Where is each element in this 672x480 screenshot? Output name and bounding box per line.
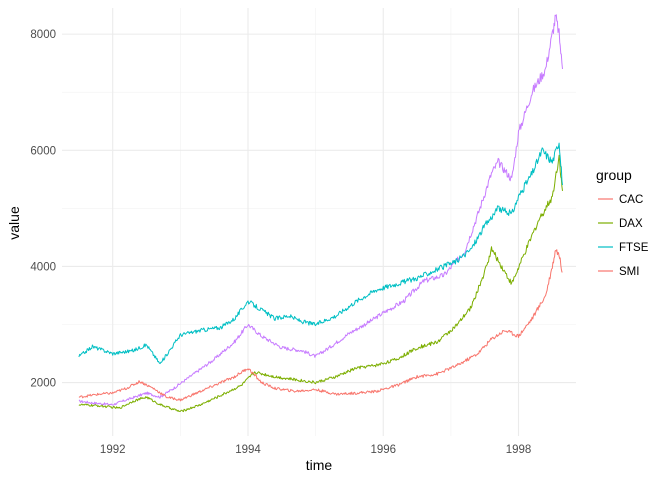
legend: group CAC DAX FTSE SMI [596, 167, 649, 278]
y-tick-label: 8000 [30, 29, 56, 41]
series-line [78, 154, 563, 413]
y-axis-tick-labels: 2000 4000 6000 8000 [30, 29, 56, 389]
legend-label: DAX [619, 218, 643, 230]
x-axis-title: time [306, 457, 333, 473]
series-lines [78, 14, 563, 413]
legend-label: FTSE [619, 242, 649, 254]
legend-title: group [596, 167, 632, 183]
legend-label: SMI [619, 266, 639, 278]
y-axis-title: value [6, 206, 22, 240]
x-tick-label: 1996 [370, 444, 396, 456]
y-tick-label: 4000 [30, 261, 56, 273]
y-tick-label: 2000 [30, 378, 56, 390]
major-gridlines [62, 8, 576, 436]
x-tick-label: 1998 [506, 444, 532, 456]
series-line [78, 249, 563, 402]
series-line [78, 14, 563, 406]
series-line [78, 142, 563, 365]
x-tick-label: 1992 [100, 444, 126, 456]
legend-label: CAC [619, 194, 643, 206]
minor-gridlines [62, 8, 576, 436]
y-tick-label: 6000 [30, 145, 56, 157]
x-axis-tick-labels: 1992 1994 1996 1998 [100, 444, 531, 456]
x-tick-label: 1994 [235, 444, 261, 456]
